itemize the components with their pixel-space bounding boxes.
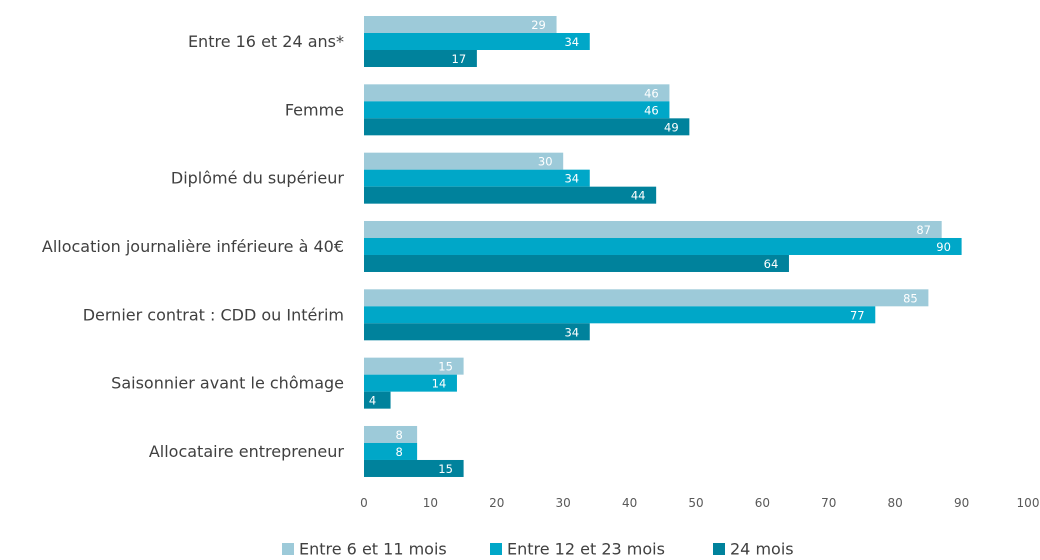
x-tick-label: 80: [888, 496, 903, 510]
data-label: 8: [395, 428, 402, 442]
bar: [364, 33, 590, 50]
bar: [364, 220, 942, 238]
bar: [364, 50, 477, 67]
bar: [364, 425, 418, 443]
bar: [364, 186, 657, 204]
bar: [364, 323, 590, 341]
data-label: 46: [644, 103, 659, 117]
data-label: 8: [395, 445, 402, 459]
x-tick-label: 20: [489, 496, 504, 510]
category-labels: Entre 16 et 24 ans* Femme Diplômé du supér…: [42, 32, 345, 461]
bar: [364, 459, 464, 477]
bar: [364, 237, 962, 255]
data-label: 4: [369, 394, 376, 408]
bar: [364, 84, 670, 102]
legend-label: Entre 6 et 11 mois: [299, 540, 447, 559]
x-tick-label: 90: [954, 496, 969, 510]
category-label: Dernier contrat : CDD ou Intérim: [83, 305, 344, 324]
category-label: Saisonnier avant le chômage: [111, 374, 344, 393]
x-tick-label: 50: [688, 496, 703, 510]
data-label: 34: [564, 172, 579, 186]
category-label: Allocataire entrepreneur: [149, 442, 345, 461]
legend-swatch: [490, 543, 502, 555]
bar: [364, 254, 789, 272]
category-label: Allocation journalière inférieure à 40€: [42, 237, 344, 256]
bar: [364, 152, 564, 170]
data-label: 34: [564, 35, 579, 49]
x-tick-label: 10: [423, 496, 438, 510]
x-tick-label: 0: [360, 496, 368, 510]
data-label: 14: [432, 377, 447, 391]
data-label: 77: [850, 308, 865, 322]
bar: [364, 169, 590, 187]
bar: [364, 101, 670, 119]
data-label: 30: [538, 155, 553, 169]
bar: [364, 442, 418, 460]
x-axis-ticks: 0 10 20 30 40 50 60 70 80 90 100: [360, 496, 1039, 510]
bar: [364, 374, 457, 392]
category-label: Diplômé du supérieur: [171, 169, 345, 188]
data-label: 34: [564, 325, 579, 339]
data-label: 44: [631, 189, 646, 203]
data-label: 15: [438, 360, 453, 374]
data-label: 17: [452, 52, 467, 66]
data-label: 46: [644, 86, 659, 100]
data-label: 87: [916, 223, 931, 237]
data-label: 85: [903, 291, 918, 305]
legend-swatch: [282, 543, 294, 555]
bar: [364, 306, 876, 324]
bar: [364, 357, 464, 375]
legend: Entre 6 et 11 mois Entre 12 et 23 mois 24 …: [282, 540, 794, 559]
bars-group: 29 34 17 46 46 49 30 34 44 87 90 64 85 77 34 15 14 4 8 8 15: [364, 16, 962, 477]
x-tick-label: 60: [755, 496, 770, 510]
legend-swatch: [713, 543, 725, 555]
bar: [364, 289, 929, 307]
bar: [364, 391, 391, 409]
bar: [364, 16, 557, 33]
data-label: 29: [531, 18, 546, 32]
data-label: 90: [936, 240, 951, 254]
category-label: Entre 16 et 24 ans*: [188, 32, 344, 51]
x-tick-label: 100: [1017, 496, 1040, 510]
legend-label: Entre 12 et 23 mois: [507, 540, 665, 559]
legend-label: 24 mois: [730, 540, 794, 559]
data-label: 64: [764, 257, 779, 271]
category-label: Femme: [285, 100, 344, 119]
x-tick-label: 30: [556, 496, 571, 510]
data-label: 15: [438, 462, 453, 476]
x-tick-label: 70: [821, 496, 836, 510]
data-label: 49: [664, 120, 679, 134]
x-tick-label: 40: [622, 496, 637, 510]
bar: [364, 118, 690, 136]
